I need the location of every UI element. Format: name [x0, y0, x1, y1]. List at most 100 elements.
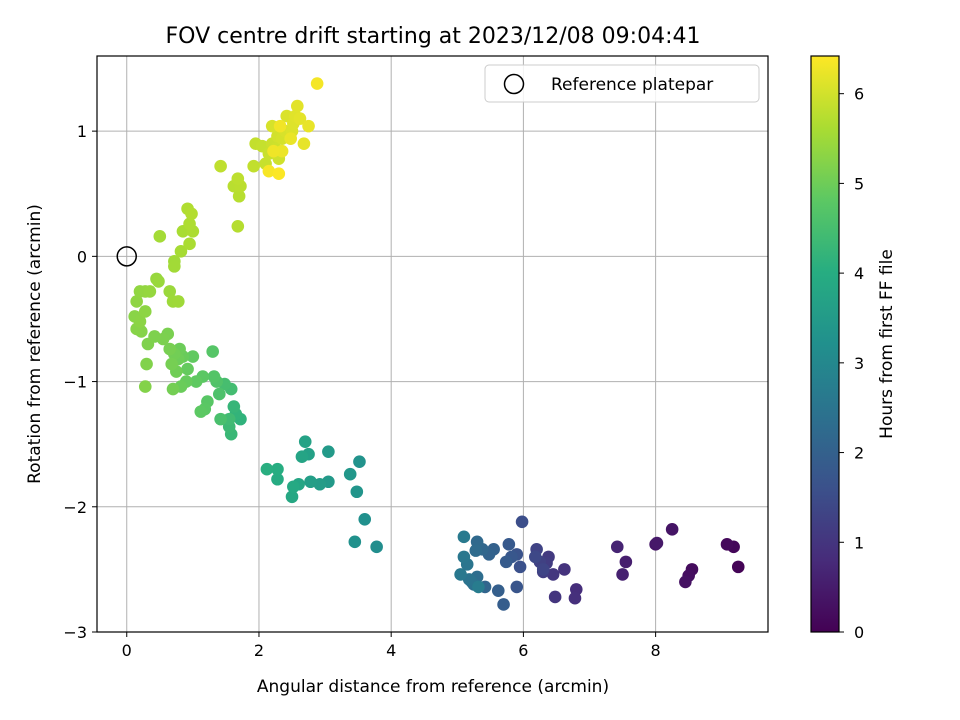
y-tick-label: 1 — [77, 122, 87, 141]
scatter-point — [343, 467, 357, 481]
scatter-point — [302, 119, 315, 133]
x-tick-label: 8 — [651, 641, 661, 660]
legend-entry-reference: Reference platepar — [551, 75, 713, 95]
scatter-points — [128, 77, 745, 611]
scatter-point — [271, 472, 284, 486]
scatter-point — [469, 544, 483, 557]
scatter-point — [348, 535, 362, 549]
scatter-point — [350, 485, 364, 499]
scatter-point — [298, 435, 312, 448]
scatter-point — [232, 189, 246, 203]
scatter-point — [163, 285, 177, 298]
colorbar-tick-label: 0 — [854, 623, 864, 642]
scatter-point — [165, 357, 179, 371]
scatter-point — [247, 159, 260, 173]
scatter-point — [528, 550, 542, 564]
scatter-point — [206, 345, 219, 358]
scatter-point — [183, 237, 196, 251]
colorbar-tick-label: 2 — [854, 444, 864, 463]
scatter-point — [297, 137, 311, 150]
colorbar-tick-label: 4 — [854, 264, 864, 283]
scatter-point — [679, 575, 692, 589]
scatter-point — [497, 598, 510, 611]
legend-box — [484, 64, 760, 103]
scatter-point — [293, 112, 307, 125]
legend: Reference platepar — [484, 64, 760, 103]
scatter-point — [185, 207, 198, 221]
scatter-point — [619, 555, 633, 569]
scatter-point — [491, 584, 505, 597]
scatter-point — [610, 540, 624, 554]
reference-platepar-marker — [116, 246, 137, 267]
scatter-point — [194, 405, 208, 418]
scatter-point — [152, 275, 165, 288]
colorbar-tick-label: 1 — [854, 533, 864, 552]
scatter-point — [616, 568, 629, 581]
scatter-point — [499, 555, 513, 569]
scatter-point — [546, 568, 560, 581]
scatter-point — [322, 445, 335, 458]
scatter-point — [130, 295, 143, 308]
scatter-point — [138, 380, 152, 393]
scatter-point — [731, 560, 745, 574]
x-axis-ticks: 0 2 4 6 8 — [122, 632, 661, 660]
scatter-point — [273, 119, 287, 133]
scatter-point — [454, 568, 467, 581]
scatter-point — [133, 315, 147, 328]
scatter-point — [174, 245, 188, 258]
chart-title: FOV centre drift starting at 2023/12/08 … — [166, 24, 701, 49]
scatter-point — [285, 490, 299, 504]
scatter-point — [227, 400, 241, 413]
colorbar-tick-label: 5 — [854, 174, 864, 193]
scatter-point — [166, 382, 180, 396]
scatter-point — [231, 219, 245, 233]
scatter-point — [287, 480, 300, 494]
colorbar-ticks: 0 1 2 3 4 5 6 — [839, 85, 864, 642]
y-tick-label: −3 — [63, 623, 87, 642]
scatter-point — [650, 536, 664, 550]
grid-lines — [97, 56, 768, 633]
scatter-point — [304, 475, 317, 489]
x-tick-label: 4 — [386, 641, 396, 660]
scatter-point — [214, 412, 227, 426]
scatter-point — [267, 144, 280, 158]
scatter-point — [284, 132, 297, 145]
scatter-point — [183, 217, 196, 231]
x-tick-label: 0 — [122, 641, 132, 660]
scatter-point — [271, 462, 284, 476]
scatter-point — [153, 230, 167, 243]
scatter-point — [272, 167, 286, 181]
x-tick-label: 2 — [254, 641, 264, 660]
scatter-point — [138, 305, 152, 318]
scatter-point — [358, 513, 372, 526]
scatter-point — [665, 523, 679, 536]
legend-marker-reference — [503, 73, 525, 95]
scatter-point — [163, 342, 177, 356]
scatter-point — [140, 357, 153, 371]
scatter-point — [189, 375, 203, 388]
scatter-point — [513, 560, 527, 574]
scatter-point — [172, 295, 185, 308]
scatter-point — [472, 580, 485, 594]
scatter-point — [536, 563, 550, 576]
scatter-point — [457, 550, 471, 564]
scatter-point — [181, 362, 194, 376]
scatter-point — [295, 450, 309, 463]
y-axis-label: Rotation from reference (arcmin) — [25, 204, 45, 484]
scatter-point — [291, 99, 304, 113]
scatter-point — [143, 285, 157, 298]
scatter-point — [515, 515, 529, 529]
scatter-point — [548, 590, 562, 604]
y-tick-label: −1 — [63, 373, 87, 392]
scatter-point — [207, 370, 221, 383]
scatter-point — [510, 580, 524, 594]
scatter-point — [213, 387, 226, 401]
scatter-point — [502, 538, 516, 551]
y-axis-ticks: −3 −2 −1 0 1 — [63, 122, 97, 642]
x-tick-label: 6 — [518, 641, 528, 660]
scatter-point — [310, 77, 324, 90]
scatter-point — [214, 159, 227, 173]
scatter-point — [370, 540, 383, 554]
scatter-point — [231, 172, 245, 186]
